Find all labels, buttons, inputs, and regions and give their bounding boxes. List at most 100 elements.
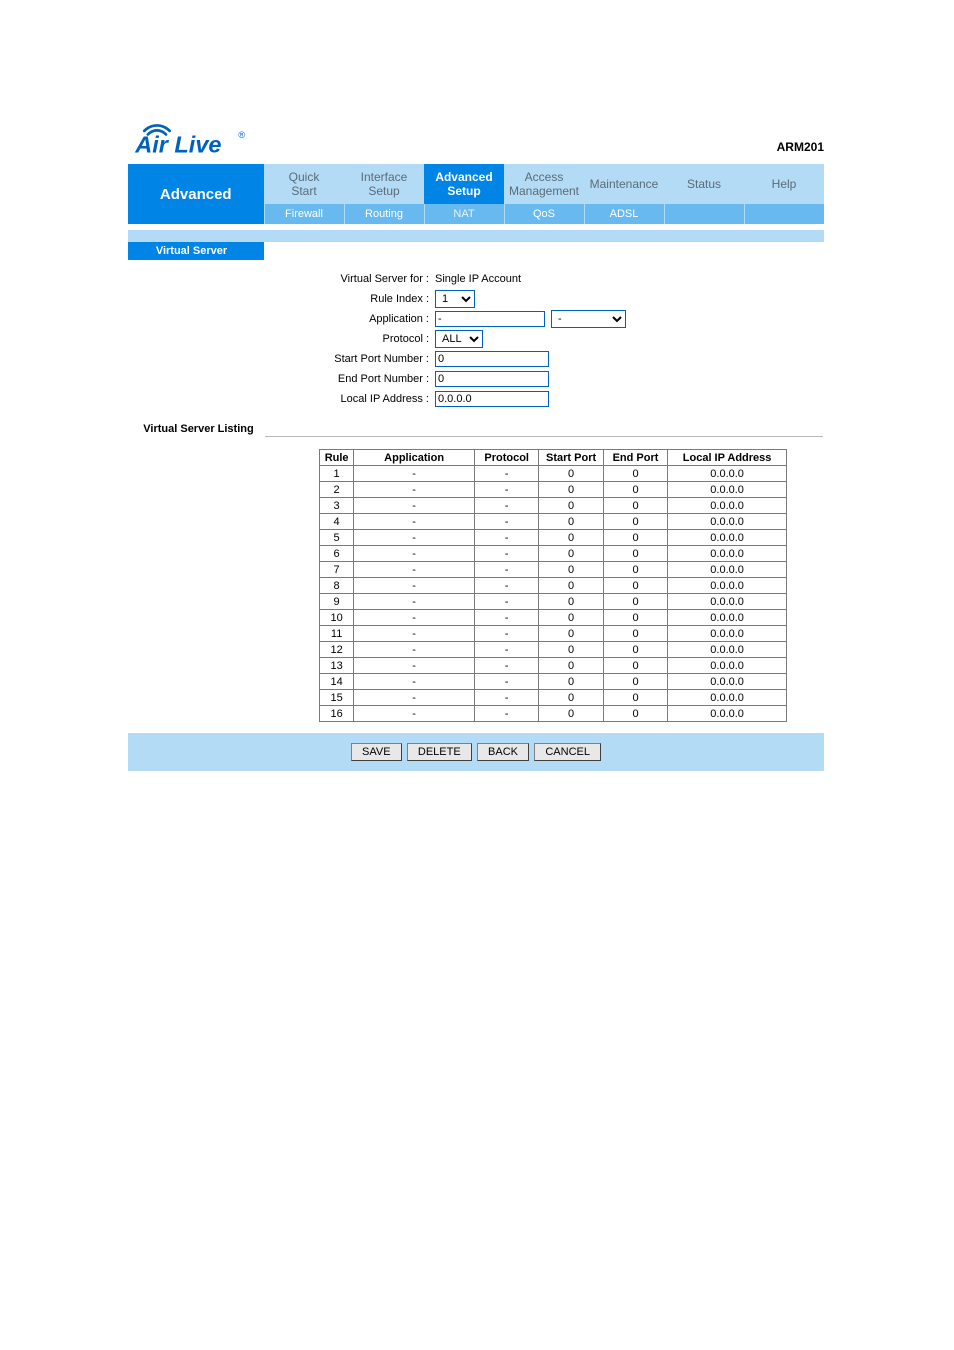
cell-ip: 0.0.0.0 xyxy=(668,642,787,658)
select-application[interactable]: - xyxy=(551,310,626,328)
nav-interface-setup[interactable]: InterfaceSetup xyxy=(344,164,424,204)
label-start-port: Start Port Number : xyxy=(265,353,435,365)
subnav-routing[interactable]: Routing xyxy=(344,204,424,224)
cell-proto: - xyxy=(474,690,538,706)
table-row: 6--000.0.0.0 xyxy=(320,546,787,562)
cell-app: - xyxy=(354,706,475,722)
cell-app: - xyxy=(354,546,475,562)
cell-ip: 0.0.0.0 xyxy=(668,610,787,626)
cell-app: - xyxy=(354,498,475,514)
cell-proto: - xyxy=(474,658,538,674)
nav-label: Setup xyxy=(348,184,420,198)
nav-help[interactable]: Help xyxy=(744,164,824,204)
cancel-button[interactable]: CANCEL xyxy=(534,743,601,761)
cell-ep: 0 xyxy=(603,578,667,594)
cell-ep: 0 xyxy=(603,690,667,706)
cell-proto: - xyxy=(474,706,538,722)
cell-sp: 0 xyxy=(539,626,603,642)
table-row: 9--000.0.0.0 xyxy=(320,594,787,610)
cell-app: - xyxy=(354,658,475,674)
nav-label: Advanced xyxy=(428,170,500,184)
input-local-ip[interactable] xyxy=(435,391,549,407)
cell-ep: 0 xyxy=(603,642,667,658)
table-header-row: Rule Application Protocol Start Port End… xyxy=(320,450,787,466)
select-rule-index[interactable]: 1 xyxy=(435,290,475,308)
input-end-port[interactable] xyxy=(435,371,549,387)
cell-proto: - xyxy=(474,466,538,482)
cell-app: - xyxy=(354,578,475,594)
cell-rule: 13 xyxy=(320,658,354,674)
nav-advanced-setup[interactable]: AdvancedSetup xyxy=(424,164,504,204)
cell-rule: 14 xyxy=(320,674,354,690)
subnav-adsl[interactable]: ADSL xyxy=(584,204,664,224)
subnav-nat[interactable]: NAT xyxy=(424,204,504,224)
cell-ip: 0.0.0.0 xyxy=(668,626,787,642)
section-listing-label: Virtual Server Listing xyxy=(128,420,264,438)
cell-rule: 4 xyxy=(320,514,354,530)
table-row: 10--000.0.0.0 xyxy=(320,610,787,626)
subnav-firewall[interactable]: Firewall xyxy=(264,204,344,224)
nav-label: Management xyxy=(508,184,580,198)
cell-rule: 12 xyxy=(320,642,354,658)
cell-proto: - xyxy=(474,498,538,514)
cell-ip: 0.0.0.0 xyxy=(668,530,787,546)
cell-ep: 0 xyxy=(603,610,667,626)
back-button[interactable]: BACK xyxy=(477,743,529,761)
cell-sp: 0 xyxy=(539,642,603,658)
cell-rule: 2 xyxy=(320,482,354,498)
input-application[interactable] xyxy=(435,311,545,327)
th-local-ip: Local IP Address xyxy=(668,450,787,466)
table-row: 3--000.0.0.0 xyxy=(320,498,787,514)
airlive-logo-icon: Air Live ® xyxy=(128,120,291,158)
subnav-empty xyxy=(744,204,824,224)
nav-label: Maintenance xyxy=(588,177,660,191)
nav-status[interactable]: Status xyxy=(664,164,744,204)
cell-app: - xyxy=(354,482,475,498)
cell-app: - xyxy=(354,594,475,610)
cell-app: - xyxy=(354,626,475,642)
subnav-qos[interactable]: QoS xyxy=(504,204,584,224)
nav-label: Quick xyxy=(268,170,340,184)
table-row: 14--000.0.0.0 xyxy=(320,674,787,690)
delete-button[interactable]: DELETE xyxy=(407,743,472,761)
cell-ep: 0 xyxy=(603,594,667,610)
nav-access-management[interactable]: AccessManagement xyxy=(504,164,584,204)
table-row: 16--000.0.0.0 xyxy=(320,706,787,722)
button-bar: SAVE DELETE BACK CANCEL xyxy=(128,733,824,771)
label-rule-index: Rule Index : xyxy=(265,293,435,305)
cell-sp: 0 xyxy=(539,690,603,706)
nav-quick-start[interactable]: QuickStart xyxy=(264,164,344,204)
cell-proto: - xyxy=(474,578,538,594)
th-end-port: End Port xyxy=(603,450,667,466)
save-button[interactable]: SAVE xyxy=(351,743,402,761)
table-row: 13--000.0.0.0 xyxy=(320,658,787,674)
cell-proto: - xyxy=(474,626,538,642)
cell-proto: - xyxy=(474,514,538,530)
label-end-port: End Port Number : xyxy=(265,373,435,385)
nav-section-title: Advanced xyxy=(128,164,264,224)
th-rule: Rule xyxy=(320,450,354,466)
select-protocol[interactable]: ALL xyxy=(435,330,483,348)
cell-ip: 0.0.0.0 xyxy=(668,594,787,610)
table-row: 12--000.0.0.0 xyxy=(320,642,787,658)
cell-app: - xyxy=(354,642,475,658)
nav-maintenance[interactable]: Maintenance xyxy=(584,164,664,204)
virtual-server-form: Virtual Server for : Single IP Account R… xyxy=(265,261,823,419)
logo: Air Live ® xyxy=(128,120,824,158)
cell-sp: 0 xyxy=(539,658,603,674)
cell-rule: 8 xyxy=(320,578,354,594)
cell-ep: 0 xyxy=(603,706,667,722)
nav-label: Interface xyxy=(348,170,420,184)
section-virtual-server: Virtual Server xyxy=(128,242,264,260)
cell-ep: 0 xyxy=(603,466,667,482)
cell-sp: 0 xyxy=(539,466,603,482)
label-vs-for: Virtual Server for : xyxy=(265,273,435,285)
cell-sp: 0 xyxy=(539,482,603,498)
cell-ip: 0.0.0.0 xyxy=(668,674,787,690)
cell-proto: - xyxy=(474,674,538,690)
cell-ip: 0.0.0.0 xyxy=(668,706,787,722)
input-start-port[interactable] xyxy=(435,351,549,367)
cell-rule: 5 xyxy=(320,530,354,546)
subnav-empty xyxy=(664,204,744,224)
svg-text:®: ® xyxy=(238,130,245,140)
